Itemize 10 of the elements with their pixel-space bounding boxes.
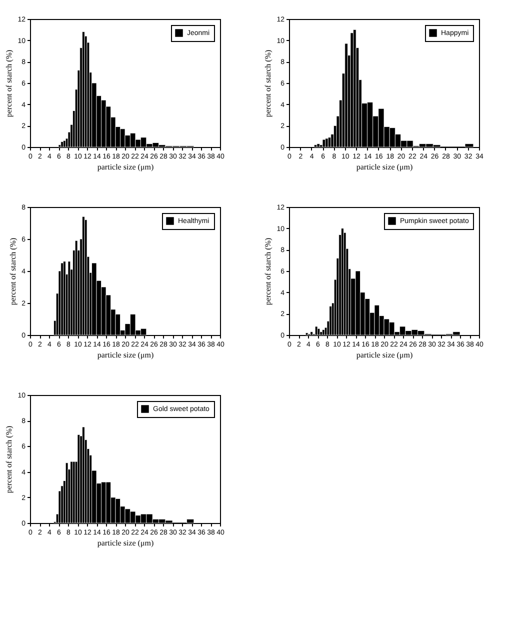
y-axis-title: percent of starch (%) <box>4 426 14 494</box>
x-axis-title: particle size (μm) <box>356 162 413 172</box>
x-axis-title: particle size (μm) <box>97 162 154 172</box>
y-axis-title: percent of starch (%) <box>264 50 273 118</box>
y-axis-title: percent of starch (%) <box>264 238 273 306</box>
y-axis-title: percent of starch (%) <box>8 238 18 306</box>
x-axis-title: particle size (μm) <box>97 350 154 360</box>
x-axis-title: particle size (μm) <box>356 350 413 360</box>
y-axis-title: percent of starch (%) <box>4 50 14 118</box>
x-axis-title: particle size (μm) <box>97 538 154 548</box>
